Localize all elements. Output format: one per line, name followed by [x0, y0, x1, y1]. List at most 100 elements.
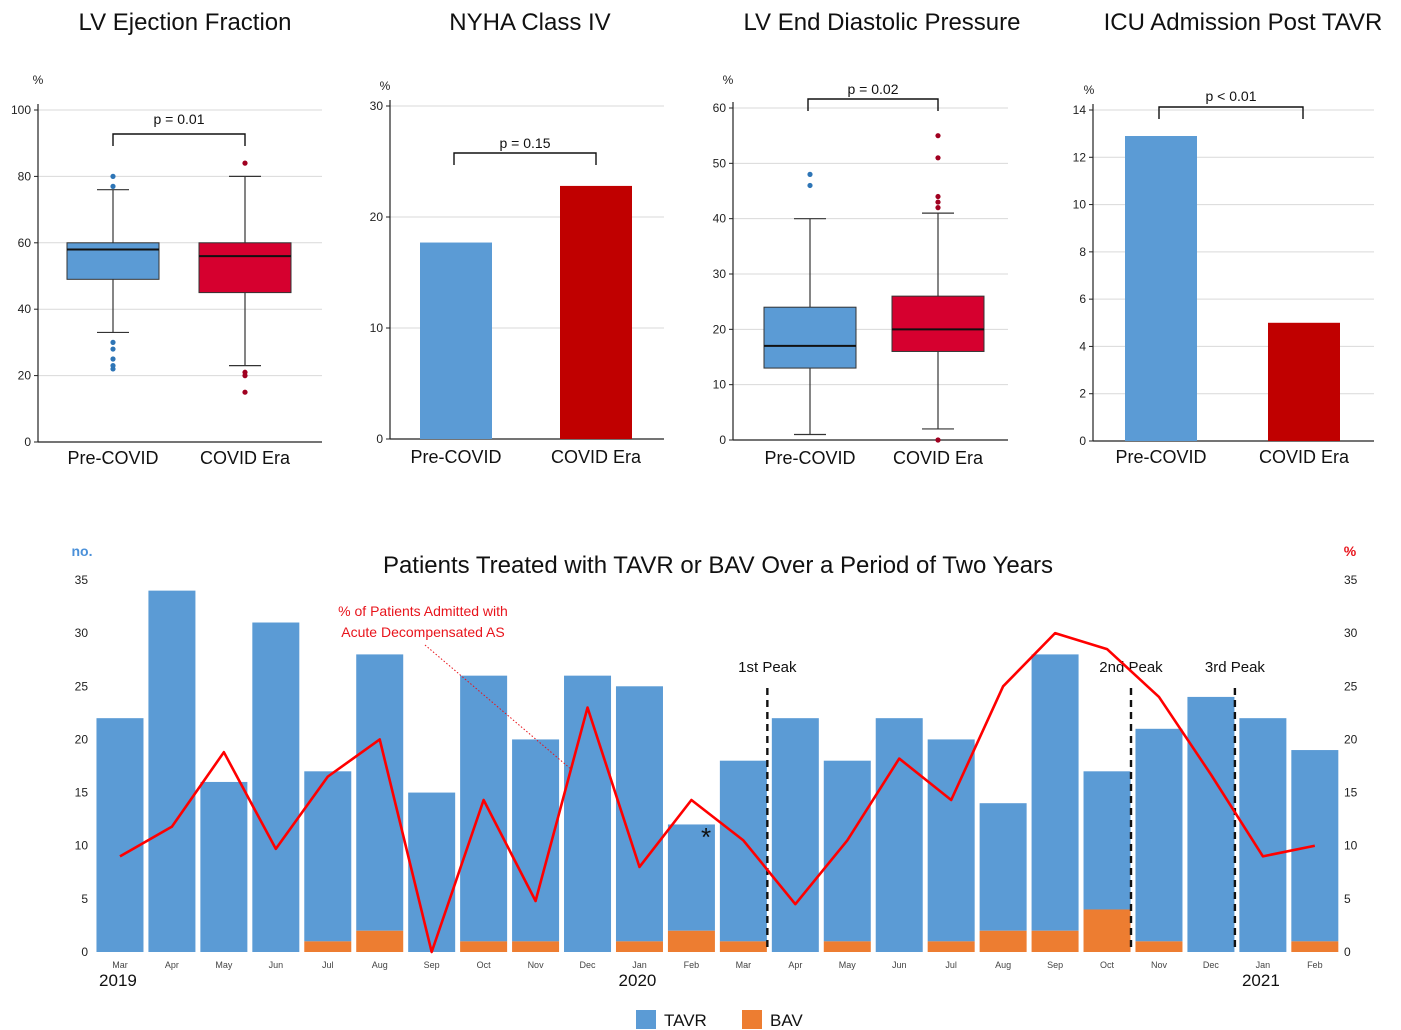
left-y-tick-label: 25	[75, 679, 89, 693]
chart-title: NYHA Class IV	[449, 9, 610, 36]
bar-pre-covid	[420, 242, 492, 439]
p-value-label: p = 0.01	[154, 111, 205, 127]
significance-bracket	[453, 152, 597, 165]
tavr-bar	[1291, 750, 1339, 942]
month-label: Jul	[322, 960, 334, 970]
tavr-bar	[148, 590, 196, 952]
outlier-point	[807, 182, 813, 189]
right-y-tick-label: 0	[1344, 945, 1351, 959]
y-tick-label: 40	[713, 212, 727, 226]
outlier-point	[242, 373, 248, 379]
bav-bar	[356, 930, 404, 952]
annotation-text: % of Patients Admitted with	[338, 603, 508, 619]
month-label: Aug	[995, 960, 1011, 970]
x-category-label: COVID Era	[893, 448, 984, 468]
outlier-point	[110, 339, 116, 345]
outlier-point	[110, 366, 116, 372]
chart-title: LV Ejection Fraction	[79, 9, 292, 36]
month-label: Oct	[477, 960, 492, 970]
lv-ejection-fraction-chart: LV Ejection Fraction% 0 20 40 60 80 100 Pre-COV…	[11, 9, 322, 468]
bav-bar	[979, 930, 1027, 952]
right-y-tick-label: 30	[1344, 626, 1358, 640]
outlier-point	[935, 199, 941, 205]
bav-bar	[719, 941, 767, 952]
bar-covid-era	[1268, 322, 1340, 441]
bav-bar	[1291, 941, 1339, 952]
legend-bav-label: BAV	[770, 1011, 803, 1030]
tavr-bar	[667, 824, 715, 931]
p-value-label: p = 0.15	[500, 135, 551, 151]
month-label: Dec	[1203, 960, 1220, 970]
left-y-tick-label: 30	[75, 626, 89, 640]
tavr-bar	[1187, 696, 1235, 952]
y-tick-label: 80	[18, 169, 32, 183]
outlier-point	[110, 356, 116, 362]
month-label: Jun	[892, 960, 907, 970]
y-unit-label: %	[33, 73, 44, 87]
left-y-tick-label: 0	[81, 945, 88, 959]
tavr-bar	[1239, 718, 1287, 952]
x-category-label: COVID Era	[551, 447, 642, 467]
y-tick-label: 2	[1079, 387, 1086, 401]
y-tick-label: 50	[713, 156, 727, 170]
bav-bar	[304, 941, 352, 952]
x-category-label: COVID Era	[1259, 447, 1350, 467]
chart-title: ICU Admission Post TAVR	[1104, 9, 1383, 36]
y-tick-label: 20	[713, 322, 727, 336]
y-unit-label: %	[723, 73, 734, 87]
tavr-bar	[875, 718, 923, 952]
bav-bar	[460, 941, 508, 952]
outlier-point	[242, 160, 248, 166]
y-tick-label: 0	[719, 433, 726, 447]
y-tick-label: 60	[18, 236, 32, 250]
tavr-bar	[356, 654, 404, 931]
outlier-point	[935, 193, 941, 200]
outlier-point	[110, 183, 116, 189]
y-tick-label: 60	[713, 101, 727, 115]
month-label: Mar	[736, 960, 752, 970]
right-y-tick-label: 10	[1344, 839, 1358, 853]
y-tick-label: 0	[1079, 434, 1086, 448]
month-label: Jan	[632, 960, 647, 970]
bav-bar	[1083, 909, 1131, 952]
left-y-tick-label: 15	[75, 786, 89, 800]
chart-title: Patients Treated with TAVR or BAV Over a…	[383, 552, 1053, 579]
x-category-label: Pre-COVID	[1115, 447, 1206, 467]
right-y-tick-label: 5	[1344, 892, 1351, 906]
bav-bar	[1031, 930, 1079, 952]
bav-bar	[512, 941, 560, 952]
legend-tavr-swatch	[636, 1010, 656, 1029]
outlier-point	[935, 205, 941, 211]
month-label: Apr	[788, 960, 802, 970]
tavr-bar	[460, 675, 508, 942]
tavr-bar	[1135, 728, 1183, 942]
box-pre-covid	[66, 242, 160, 280]
percentage-line	[119, 631, 1316, 954]
y-unit-label: %	[1084, 83, 1095, 97]
y-tick-label: 40	[18, 302, 32, 316]
outlier-point	[935, 133, 941, 139]
month-label: Oct	[1100, 960, 1115, 970]
tavr-bar	[1083, 771, 1131, 910]
tavr-bar	[96, 718, 144, 952]
y-tick-label: 20	[370, 210, 384, 224]
tavr-bar	[564, 675, 612, 952]
x-category-label: Pre-COVID	[67, 448, 158, 468]
outlier-point	[807, 171, 813, 177]
nyha-class-iv-chart: NYHA Class IV% 0 10 20 30 Pre-COVID COVID Era p…	[370, 9, 664, 467]
right-axis-unit: %	[1344, 543, 1357, 559]
right-y-tick-label: 15	[1344, 786, 1358, 800]
x-category-label: Pre-COVID	[410, 447, 501, 467]
tavr-bar	[979, 803, 1027, 931]
month-label: Sep	[424, 960, 440, 970]
y-tick-label: 30	[713, 267, 727, 281]
outlier-point	[935, 437, 941, 443]
month-label: Sep	[1047, 960, 1063, 970]
month-label: Nov	[1151, 960, 1168, 970]
y-unit-label: %	[380, 79, 391, 93]
tavr-bar	[1031, 654, 1079, 931]
y-tick-label: 10	[1073, 198, 1087, 212]
month-label: Feb	[684, 960, 700, 970]
tavr-bar	[615, 686, 663, 942]
tavr-bar	[771, 718, 819, 952]
